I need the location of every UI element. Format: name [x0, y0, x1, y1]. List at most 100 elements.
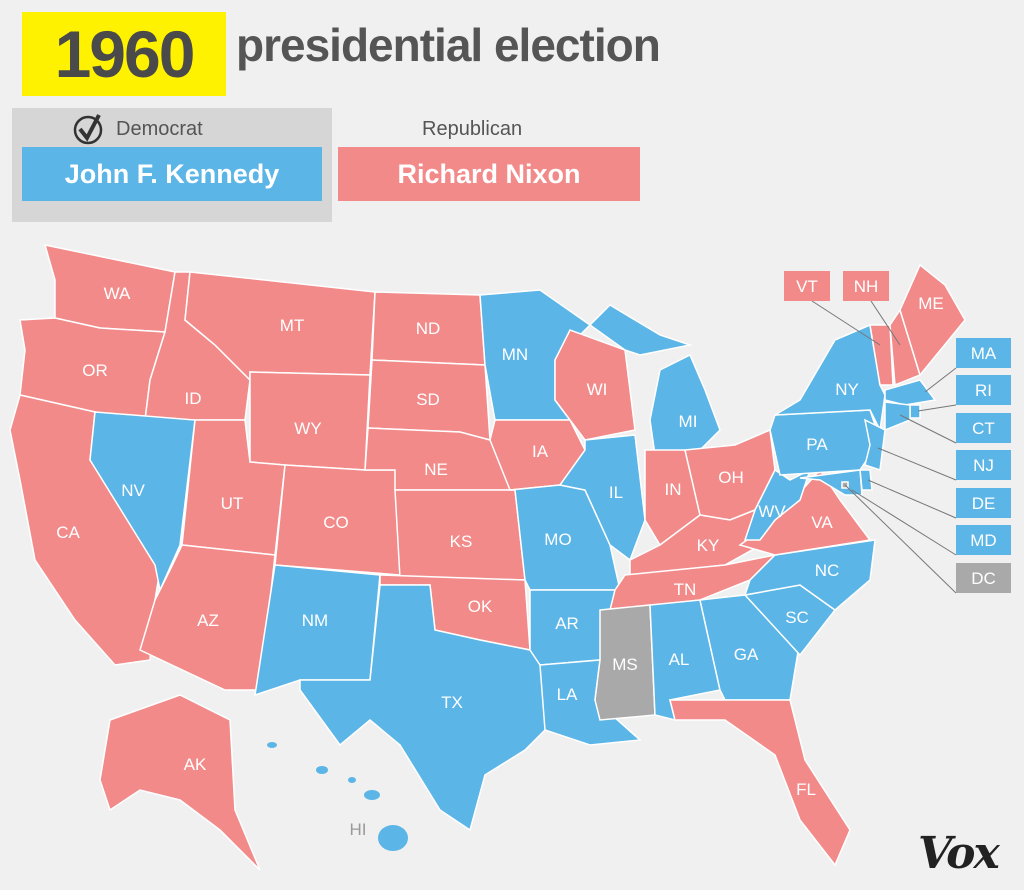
state-vt[interactable] [869, 324, 894, 386]
democrat-candidate: John F. Kennedy [22, 147, 322, 201]
state-label: CO [323, 513, 349, 532]
callout-box [956, 525, 1011, 555]
callout-box [956, 488, 1011, 518]
state-label: PA [806, 435, 828, 454]
state-shape[interactable] [99, 694, 261, 871]
state-nj[interactable] [863, 418, 886, 472]
state-label: WY [294, 419, 321, 438]
island-shape[interactable] [348, 777, 356, 783]
state-label: DC [971, 569, 996, 588]
state-shape[interactable] [909, 404, 921, 419]
state-label: MS [612, 655, 638, 674]
state-label: OR [82, 361, 108, 380]
state-label: GA [734, 645, 759, 664]
callout-box [956, 563, 1011, 593]
callout-box [956, 413, 1011, 443]
state-ri[interactable] [909, 404, 921, 419]
state-shape[interactable] [669, 699, 851, 867]
vox-logo: Vox [918, 828, 1000, 879]
state-label: AR [555, 614, 579, 633]
state-label: MT [280, 316, 305, 335]
state-label: OK [468, 597, 493, 616]
state-label: NC [815, 561, 840, 580]
state-shape[interactable] [254, 564, 381, 697]
callout-line [877, 447, 957, 481]
state-label: HI [350, 820, 367, 839]
callout-line [870, 300, 901, 346]
state-label: IA [532, 442, 549, 461]
state-label: MO [544, 530, 571, 549]
state-shape[interactable] [554, 329, 636, 441]
state-label: TN [674, 580, 697, 599]
state-label: SD [416, 390, 440, 409]
state-ak[interactable] [99, 694, 261, 871]
state-label: WA [104, 284, 131, 303]
state-label: VT [796, 277, 818, 296]
republican-label: Republican [422, 118, 523, 140]
state-me[interactable] [899, 263, 966, 377]
state-label: RI [975, 381, 992, 400]
state-shape[interactable] [299, 584, 546, 832]
state-label: ME [918, 294, 944, 313]
state-shape[interactable] [863, 418, 886, 472]
state-fl[interactable] [669, 699, 851, 867]
state-mi[interactable] [588, 304, 721, 456]
state-shape[interactable] [884, 401, 911, 432]
state-label: KS [450, 532, 473, 551]
state-label: LA [557, 685, 578, 704]
state-label: CA [56, 523, 80, 542]
island-shape[interactable] [316, 766, 328, 774]
state-label: AZ [197, 611, 219, 630]
state-label: TX [441, 693, 463, 712]
state-label: MN [502, 345, 528, 364]
state-label: WI [587, 380, 608, 399]
island-shape[interactable] [267, 742, 277, 748]
callout-line [851, 489, 957, 556]
island-shape[interactable] [364, 790, 380, 800]
state-label: NY [835, 380, 859, 399]
state-shape[interactable] [869, 324, 894, 386]
state-label: FL [796, 780, 816, 799]
island-shape[interactable] [378, 825, 408, 851]
callout-box [956, 450, 1011, 480]
state-label: WV [758, 502, 786, 521]
state-ma[interactable] [884, 379, 937, 406]
republican-candidate: Richard Nixon [338, 147, 640, 201]
page-title: presidential election [236, 19, 661, 71]
state-label: AL [669, 650, 690, 669]
state-label: AK [184, 755, 207, 774]
state-nm[interactable] [254, 564, 381, 697]
state-ct[interactable] [884, 401, 911, 432]
callout-box [784, 271, 830, 301]
state-label: NV [121, 481, 145, 500]
democrat-label: Democrat [116, 118, 203, 140]
state-label: ND [416, 319, 441, 338]
state-il[interactable] [558, 434, 646, 562]
state-label: OH [718, 468, 744, 487]
state-label: IL [609, 483, 623, 502]
state-label: SC [785, 608, 809, 627]
state-label: NM [302, 611, 328, 630]
callout-line [917, 404, 957, 412]
callout-box [956, 375, 1011, 405]
state-label: ID [185, 389, 202, 408]
year-badge: 1960 [22, 12, 226, 96]
callout-line [844, 484, 957, 594]
state-wi[interactable] [554, 329, 636, 441]
state-label: VA [811, 513, 833, 532]
state-label: DE [972, 494, 996, 513]
callout-line [811, 300, 881, 346]
state-label: NE [424, 460, 448, 479]
callout-line [867, 479, 957, 519]
state-hi[interactable] [267, 742, 408, 851]
state-shape[interactable] [899, 263, 966, 377]
callout-line [924, 367, 957, 393]
state-tx[interactable] [299, 584, 546, 832]
state-label: MI [679, 412, 698, 431]
state-shape[interactable] [588, 304, 721, 456]
state-label: NH [854, 277, 879, 296]
state-shape[interactable] [558, 434, 646, 562]
state-label: NJ [973, 456, 994, 475]
state-shape[interactable] [884, 379, 937, 406]
